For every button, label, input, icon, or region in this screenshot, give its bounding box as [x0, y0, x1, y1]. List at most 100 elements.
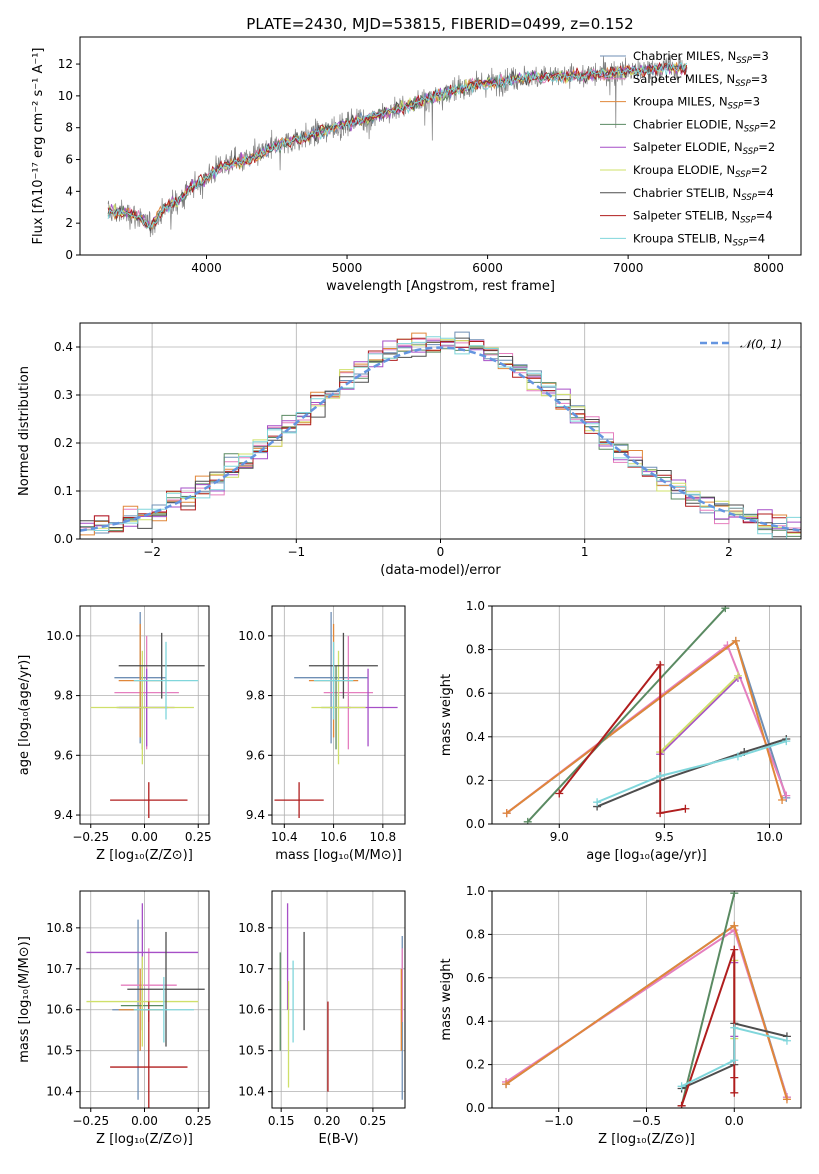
legend-count: =3 [751, 72, 768, 86]
y-tick-label: 10.8 [46, 921, 73, 935]
axes-border [271, 890, 406, 1109]
weight-marker [733, 671, 742, 680]
y-tick-label: 0.3 [54, 388, 73, 402]
y-tick-label: 9.6 [246, 748, 265, 762]
weight-marker [733, 752, 742, 761]
axes-border [79, 36, 802, 256]
legend-subscript: SSP [736, 56, 752, 66]
y-tick-label: 0.8 [466, 927, 485, 941]
y-tick-label: 0.6 [466, 686, 485, 700]
x-tick-label: −2 [143, 545, 161, 559]
weight-marker [730, 921, 739, 930]
weight-marker [681, 804, 690, 813]
y-tick-label: 0.0 [54, 532, 73, 546]
x-tick-label: 0.25 [185, 830, 212, 844]
x-axis-label: (data-model)/error [380, 563, 501, 578]
observed-spectrum [107, 54, 688, 238]
legend-label: Chabrier STELIB, NSSP=4 [633, 186, 774, 203]
weight-marker [656, 772, 665, 781]
y-tick-label: 10.0 [238, 629, 265, 643]
y-tick-label: 10.6 [238, 1003, 265, 1017]
x-tick-label: 0.15 [268, 1114, 295, 1128]
x-axis-label: Z [log₁₀(Z/Z⊙)] [96, 848, 193, 863]
weight-marker [782, 791, 791, 800]
weight-line [680, 949, 736, 1107]
weight-marker [730, 1056, 739, 1065]
legend-label: Kroupa STELIB, NSSP=4 [633, 231, 765, 248]
y-tick-label: 9.8 [246, 689, 265, 703]
y-tick-label: 0.2 [466, 773, 485, 787]
plot-area [107, 54, 688, 238]
y-axis-label: Flux [fλ10⁻¹⁷ erg cm⁻² s⁻¹ A⁻¹] [31, 48, 46, 245]
weight-marker [731, 636, 740, 645]
x-axis-label: mass [log₁₀(M/M⊙)] [275, 848, 402, 863]
legend-label: Salpeter MILES, NSSP=3 [633, 72, 768, 89]
plot-area [274, 611, 398, 819]
x-tick-label: 9.5 [655, 830, 674, 844]
y-tick-label: 1.0 [466, 884, 485, 898]
weight-marker [730, 1088, 739, 1097]
y-tick-label: 10.8 [238, 921, 265, 935]
x-tick-label: 10.6 [320, 830, 347, 844]
axes-frame: 0.15 0.20 0.25 10.4 10.5 10.6 10.7 10.8 E(B-V) [238, 890, 406, 1147]
model-spectrum-line [107, 62, 688, 229]
axes-frame: 10.4 10.6 10.8 9.4 9.6 9.8 10.0 mass [log₁₀(M/M… [238, 605, 406, 863]
model-spectrum-line [107, 61, 687, 230]
model-spectrum-line [107, 63, 687, 230]
y-tick-label: 0.4 [466, 730, 485, 744]
weight-marker [677, 1101, 686, 1108]
x-tick-label: 0.00 [131, 1114, 158, 1128]
legend-count: =3 [752, 49, 769, 63]
weight-marker [593, 798, 602, 807]
axes-frame: 9.0 9.5 10.0 0.0 0.2 0.4 0.6 0.8 1.0 age [log₁₀(a… [439, 599, 802, 863]
model-spectrum-line [107, 62, 688, 228]
panel-mass-weight-vs-age: 9.0 9.5 10.0 0.0 0.2 0.4 0.6 0.8 1.0 age [log₁₀(a… [439, 599, 802, 863]
legend-count: =2 [758, 140, 775, 154]
y-tick-label: 8 [65, 121, 73, 135]
model-spectrum-line [107, 63, 687, 229]
legend-label: 𝒩(0, 1) [740, 337, 782, 351]
weight-marker [555, 789, 564, 798]
spectrum-legend: Chabrier MILES, NSSP=3 Salpeter MILES, NS… [600, 49, 776, 248]
plot-area [86, 903, 205, 1108]
model-spectrum-line [107, 62, 687, 230]
y-axis-label: age [log₁₀(age/yr)] [17, 655, 32, 776]
y-tick-label: 0.2 [54, 436, 73, 450]
panel-age-vs-mass: 10.4 10.6 10.8 9.4 9.6 9.8 10.0 mass [log₁₀(M/M… [238, 605, 406, 863]
x-tick-label: 4000 [191, 261, 222, 275]
plot-area [502, 606, 791, 824]
legend-label: Chabrier ELODIE, NSSP=2 [633, 117, 776, 134]
plot-area [279, 903, 403, 1100]
x-axis-label: age [log₁₀(age/yr)] [586, 848, 707, 863]
legend-subscript: SSP [733, 238, 749, 248]
plot-area [502, 891, 791, 1108]
legend-subscript: SSP [735, 170, 751, 180]
x-tick-label: 10.4 [271, 830, 298, 844]
y-tick-label: 0.4 [54, 340, 73, 354]
y-tick-label: 1.0 [466, 599, 485, 613]
legend-count: =2 [751, 163, 768, 177]
model-spectrum-line [107, 62, 688, 227]
legend-subscript: SSP [740, 216, 756, 226]
x-tick-label: 2 [725, 545, 733, 559]
weight-marker [730, 1073, 739, 1082]
y-axis-label: mass weight [439, 674, 454, 756]
legend-label: Kroupa MILES, NSSP=3 [633, 95, 760, 112]
axes-frame: −1.0 −0.5 0.0 0.0 0.2 0.4 0.6 0.8 1.0 Z [log₁₀(Z/… [439, 884, 802, 1147]
weight-line [680, 892, 736, 1107]
legend-subscript: SSP [741, 193, 757, 203]
weight-marker [656, 809, 665, 818]
y-tick-label: 9.4 [54, 808, 73, 822]
weight-marker [502, 1080, 511, 1089]
weight-line [659, 677, 739, 755]
weight-marker [523, 817, 532, 824]
y-tick-label: 9.8 [54, 689, 73, 703]
histogram-step [80, 336, 801, 539]
normal-curve [80, 346, 801, 532]
y-tick-label: 12 [58, 57, 73, 71]
y-tick-label: 0.0 [466, 1101, 485, 1115]
y-tick-label: 0.8 [466, 643, 485, 657]
weight-marker [782, 1036, 791, 1045]
legend-label: Chabrier MILES, NSSP=3 [633, 49, 769, 66]
y-tick-label: 10 [58, 89, 73, 103]
